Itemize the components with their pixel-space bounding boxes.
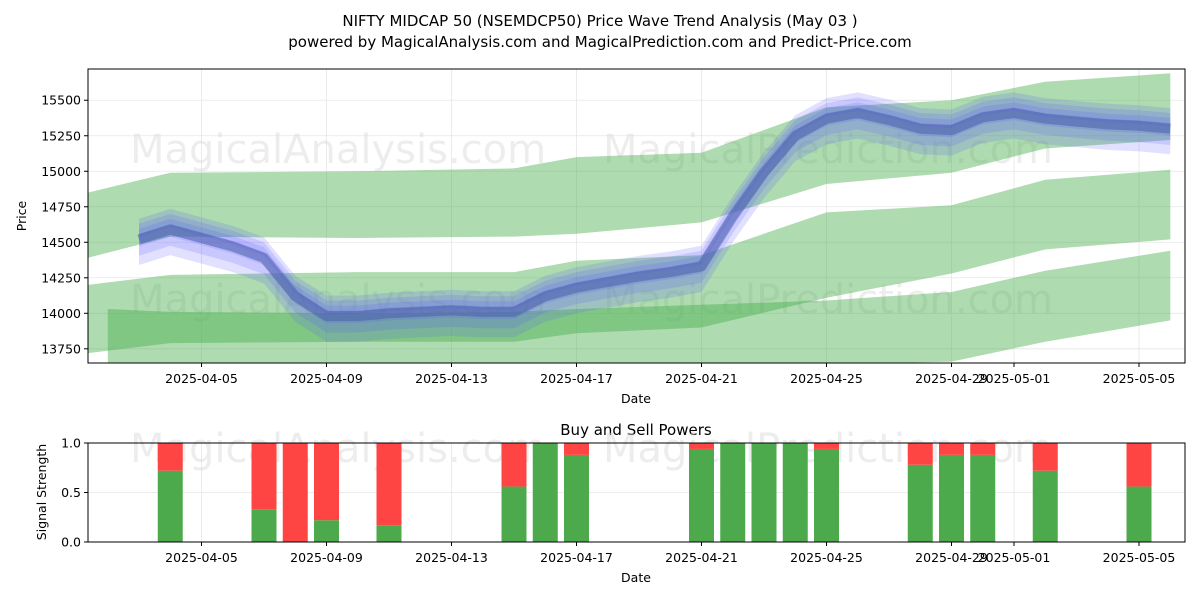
price-y-tick-label: 14500 bbox=[41, 235, 81, 250]
buy-power-bar bbox=[376, 525, 402, 542]
buy-power-bar bbox=[720, 443, 746, 542]
price-x-tick-label: 2025-04-05 bbox=[165, 371, 238, 386]
signal-y-tick-label: 1.0 bbox=[61, 436, 81, 451]
buy-power-bar bbox=[751, 443, 777, 542]
buy-power-bar bbox=[907, 464, 933, 542]
price-x-tick-label: 2025-04-09 bbox=[290, 371, 363, 386]
sell-power-bar bbox=[157, 443, 183, 471]
signal-x-tick-label: 2025-04-25 bbox=[790, 550, 863, 565]
signal-x-tick-label: 2025-05-01 bbox=[978, 550, 1051, 565]
sell-power-bar bbox=[251, 443, 277, 510]
price-y-axis-label: Price bbox=[14, 200, 29, 231]
price-x-tick-label: 2025-04-21 bbox=[665, 371, 738, 386]
price-axes: 2025-04-05 2025-04-09 2025-04-13 2025-04-17… bbox=[41, 93, 1175, 386]
signal-y-tick-label: 0.5 bbox=[61, 485, 81, 500]
sell-power-bar bbox=[1126, 443, 1152, 487]
sell-power-bar bbox=[564, 443, 589, 455]
price-watermarks: MagicalAnalysis.com MagicalPrediction.co… bbox=[130, 127, 1053, 323]
price-x-tick-label: 2025-04-13 bbox=[415, 371, 488, 386]
sell-power-bar bbox=[814, 443, 839, 449]
blue-wave-band bbox=[139, 107, 1171, 342]
watermark-prediction-top: MagicalPrediction.com bbox=[603, 127, 1053, 173]
sell-power-bar bbox=[314, 443, 339, 521]
buy-power-bar bbox=[564, 454, 589, 542]
sell-power-bar bbox=[501, 443, 527, 487]
green-trend-band bbox=[88, 169, 1171, 354]
buy-power-bar bbox=[157, 470, 183, 542]
signal-y-tick-label: 0.0 bbox=[61, 535, 81, 550]
price-y-tick-label: 13750 bbox=[41, 341, 81, 356]
signal-title: Buy and Sell Powers bbox=[560, 421, 712, 439]
price-plot-frame bbox=[87, 68, 1186, 364]
price-x-tick-label: 2025-04-25 bbox=[790, 371, 863, 386]
sell-power-bar bbox=[939, 443, 964, 455]
price-y-tick-label: 14250 bbox=[41, 270, 81, 285]
sell-power-bar bbox=[1032, 443, 1058, 471]
price-x-tick-label: 2025-05-01 bbox=[978, 371, 1051, 386]
buy-power-bar bbox=[532, 443, 558, 542]
signal-x-tick-label: 2025-04-17 bbox=[540, 550, 613, 565]
signal-x-tick-label: 2025-04-29 bbox=[915, 550, 988, 565]
signal-x-tick-label: 2025-05-05 bbox=[1103, 550, 1176, 565]
signal-x-tick-label: 2025-04-05 bbox=[165, 550, 238, 565]
signal-x-tick-label: 2025-04-09 bbox=[290, 550, 363, 565]
buy-power-bar bbox=[689, 448, 714, 542]
price-y-tick-label: 15500 bbox=[41, 93, 81, 108]
price-y-tick-label: 15250 bbox=[41, 128, 81, 143]
blue-wave-core bbox=[137, 108, 1171, 322]
buy-power-bar bbox=[1032, 470, 1058, 542]
buy-power-bar bbox=[939, 454, 964, 542]
sell-power-bar bbox=[689, 443, 714, 449]
buy-power-bar bbox=[251, 509, 277, 542]
green-trend-band bbox=[107, 250, 1171, 363]
chart-title-line1: NIFTY MIDCAP 50 (NSEMDCP50) Price Wave T… bbox=[342, 12, 857, 30]
signal-panel: Buy and Sell Powers MagicalAnalysis.com … bbox=[34, 421, 1186, 585]
signal-x-tick-label: 2025-04-13 bbox=[415, 550, 488, 565]
price-panel: MagicalAnalysis.com MagicalPrediction.co… bbox=[14, 68, 1186, 406]
buy-power-bar bbox=[782, 443, 808, 542]
buy-power-bar bbox=[501, 486, 527, 542]
price-marks bbox=[88, 73, 1171, 363]
watermark-analysis-top: MagicalAnalysis.com bbox=[130, 127, 546, 173]
signal-bars bbox=[157, 443, 1152, 542]
signal-x-tick-label: 2025-04-21 bbox=[665, 550, 738, 565]
sell-power-bar bbox=[970, 443, 996, 455]
buy-power-bar bbox=[1126, 486, 1152, 542]
signal-y-axis-label: Signal Strength bbox=[34, 444, 49, 540]
buy-power-bar bbox=[970, 454, 996, 542]
chart-title-line2: powered by MagicalAnalysis.com and Magic… bbox=[288, 33, 912, 51]
price-x-tick-label: 2025-05-05 bbox=[1103, 371, 1176, 386]
buy-power-bar bbox=[814, 448, 839, 542]
sell-power-bar bbox=[907, 443, 933, 465]
buy-power-bar bbox=[314, 520, 339, 542]
watermark-prediction-mid: MagicalPrediction.com bbox=[603, 277, 1053, 323]
price-x-axis-label: Date bbox=[621, 391, 651, 406]
price-x-tick-label: 2025-04-29 bbox=[915, 371, 988, 386]
signal-x-axis-label: Date bbox=[621, 570, 651, 585]
price-y-tick-label: 14000 bbox=[41, 306, 81, 321]
price-y-tick-label: 15000 bbox=[41, 164, 81, 179]
price-y-tick-label: 14750 bbox=[41, 199, 81, 214]
sell-power-bar bbox=[282, 443, 308, 542]
sell-power-bar bbox=[376, 443, 402, 526]
signal-axes: 2025-04-05 2025-04-09 2025-04-13 2025-04-17… bbox=[61, 436, 1175, 566]
price-x-tick-label: 2025-04-17 bbox=[540, 371, 613, 386]
